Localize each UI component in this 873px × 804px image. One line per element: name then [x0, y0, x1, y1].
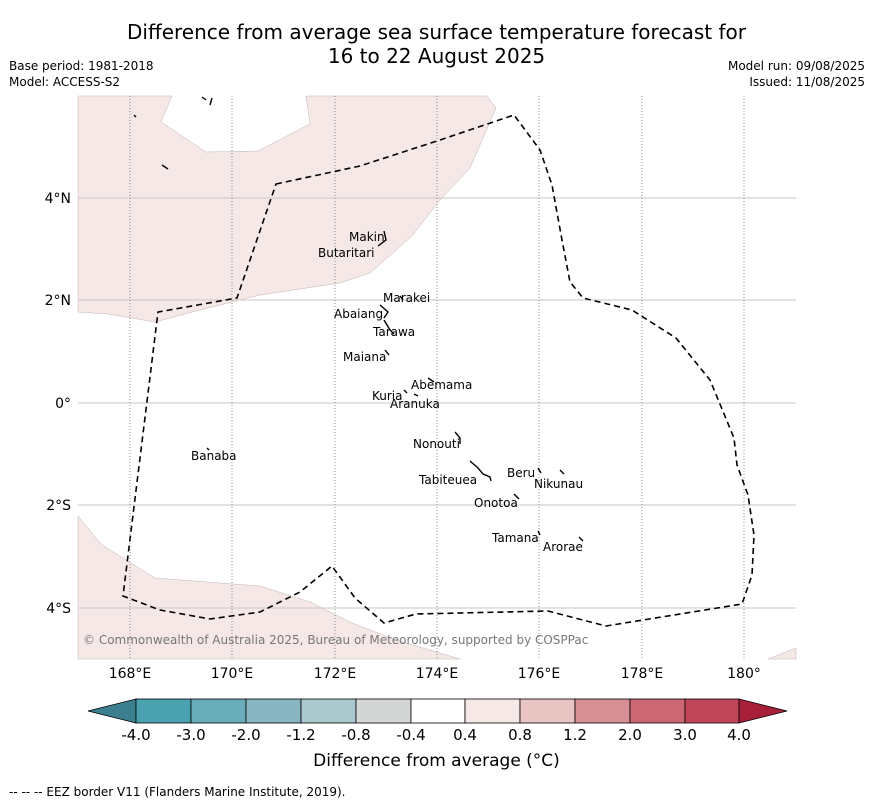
- lat-label-4n: 4°N: [45, 191, 71, 207]
- colorbar-label: -2.0: [231, 726, 260, 744]
- colorbar-bin: [464, 698, 521, 724]
- colorbar-label: -3.0: [176, 726, 205, 744]
- lon-label-174e: 174°E: [416, 666, 459, 682]
- colorbar-bin: [135, 698, 192, 724]
- colorbar-bin: [190, 698, 247, 724]
- colorbar-bin: [519, 698, 576, 724]
- colorbar-label: -4.0: [121, 726, 150, 744]
- issued-text: Issued: 11/08/2025: [749, 75, 865, 89]
- colorbar-label: -0.4: [396, 726, 425, 744]
- lon-label-178e: 178°E: [621, 666, 664, 682]
- colorbar-label: 4.0: [727, 726, 751, 744]
- island-labels: Makin Butaritari Marakei Abaiang Tarawa …: [191, 230, 583, 554]
- colorbar: [87, 698, 788, 724]
- colorbar-label: -0.8: [341, 726, 370, 744]
- model-run-text: Model run: 09/08/2025: [727, 59, 865, 73]
- island-label-abemama: Abemama: [411, 378, 472, 392]
- colorbar-label: 0.4: [453, 726, 477, 744]
- island-label-nikunau: Nikunau: [534, 477, 583, 491]
- lat-label-2s: 2°S: [46, 498, 71, 514]
- lat-label-2n: 2°N: [45, 293, 71, 309]
- lat-label-0: 0°: [55, 396, 71, 412]
- colorbar-label: 1.2: [563, 726, 587, 744]
- metadata-right: Model run: 09/08/2025 Issued: 11/08/2025: [728, 58, 865, 90]
- colorbar-max-arrow: [738, 698, 788, 724]
- island-label-kuria: Kuria: [372, 389, 403, 403]
- island-outlines: [133, 96, 584, 542]
- colorbar-label: 0.8: [508, 726, 532, 744]
- island-label-abaiang: Abaiang: [334, 307, 383, 321]
- island-label-marakei: Marakei: [383, 291, 430, 305]
- title-line-2: 16 to 22 August 2025: [327, 44, 546, 68]
- island-label-nonouti: Nonouti: [413, 437, 460, 451]
- island-label-beru: Beru: [507, 466, 535, 480]
- anomaly-region-south: [77, 515, 461, 660]
- colorbar-bin: [355, 698, 412, 724]
- anomaly-regions: [77, 95, 797, 660]
- title-line-1: Difference from average sea surface temp…: [126, 20, 746, 44]
- latitude-labels: 4°N 2°N 0° 2°S 4°S: [45, 191, 72, 617]
- colorbar-bin: [300, 698, 357, 724]
- colorbar-bin: [245, 698, 302, 724]
- colorbar-label: 3.0: [673, 726, 697, 744]
- island-label-maiana: Maiana: [343, 350, 386, 364]
- island-label-banaba: Banaba: [191, 449, 237, 463]
- chart-title: Difference from average sea surface temp…: [0, 20, 873, 68]
- lon-label-176e: 176°E: [518, 666, 561, 682]
- colorbar-label: 2.0: [618, 726, 642, 744]
- lon-label-172e: 172°E: [314, 666, 357, 682]
- longitude-labels: 168°E 170°E 172°E 174°E 176°E 178°E 180°: [109, 666, 761, 682]
- island-label-onotoa: Onotoa: [474, 496, 518, 510]
- colorbar-bin: [410, 698, 466, 724]
- colorbar-labels: -4.0 -3.0 -2.0 -1.2 -0.8 -0.4 0.4 0.8 1.…: [121, 726, 751, 744]
- island-label-tamana: Tamana: [491, 531, 539, 545]
- anomaly-region-north: [77, 95, 497, 323]
- colorbar-min-arrow: [87, 698, 137, 724]
- lat-label-4s: 4°S: [46, 601, 71, 617]
- anomaly-region-southeast: [767, 647, 797, 660]
- island-label-arorae: Arorae: [543, 540, 583, 554]
- colorbar-label: -1.2: [286, 726, 315, 744]
- lon-label-168e: 168°E: [109, 666, 152, 682]
- base-period-text: Base period: 1981-2018: [9, 59, 154, 73]
- copyright-text: © Commonwealth of Australia 2025, Bureau…: [83, 633, 588, 647]
- colorbar-bin: [574, 698, 631, 724]
- island-label-tarawa: Tarawa: [372, 325, 415, 339]
- lon-label-170e: 170°E: [211, 666, 254, 682]
- eez-footnote: -- -- -- EEZ border V11 (Flanders Marine…: [9, 785, 346, 799]
- island-label-tabiteuea: Tabiteuea: [418, 473, 477, 487]
- lon-label-180: 180°: [727, 666, 761, 682]
- island-label-aranuka: Aranuka: [390, 397, 440, 411]
- island-label-makin: Makin: [349, 230, 385, 244]
- colorbar-bin: [629, 698, 686, 724]
- longitude-gridlines: [129, 96, 745, 659]
- colorbar-bin: [684, 698, 740, 724]
- model-text: Model: ACCESS-S2: [9, 75, 121, 89]
- metadata-left: Base period: 1981-2018 Model: ACCESS-S2: [9, 58, 154, 90]
- colorbar-title: Difference from average (°C): [313, 751, 560, 771]
- island-label-butaritari: Butaritari: [318, 246, 375, 260]
